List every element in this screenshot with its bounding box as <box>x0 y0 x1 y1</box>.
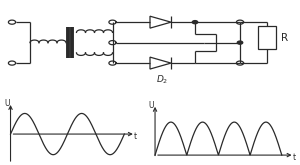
Text: R: R <box>280 33 288 43</box>
Text: U: U <box>148 101 154 110</box>
Text: U: U <box>4 99 10 108</box>
Text: $D_2$: $D_2$ <box>156 73 168 86</box>
Bar <box>258 26 276 50</box>
Text: t: t <box>134 132 137 141</box>
Polygon shape <box>192 21 198 24</box>
Text: t: t <box>293 153 296 162</box>
Polygon shape <box>237 41 243 44</box>
